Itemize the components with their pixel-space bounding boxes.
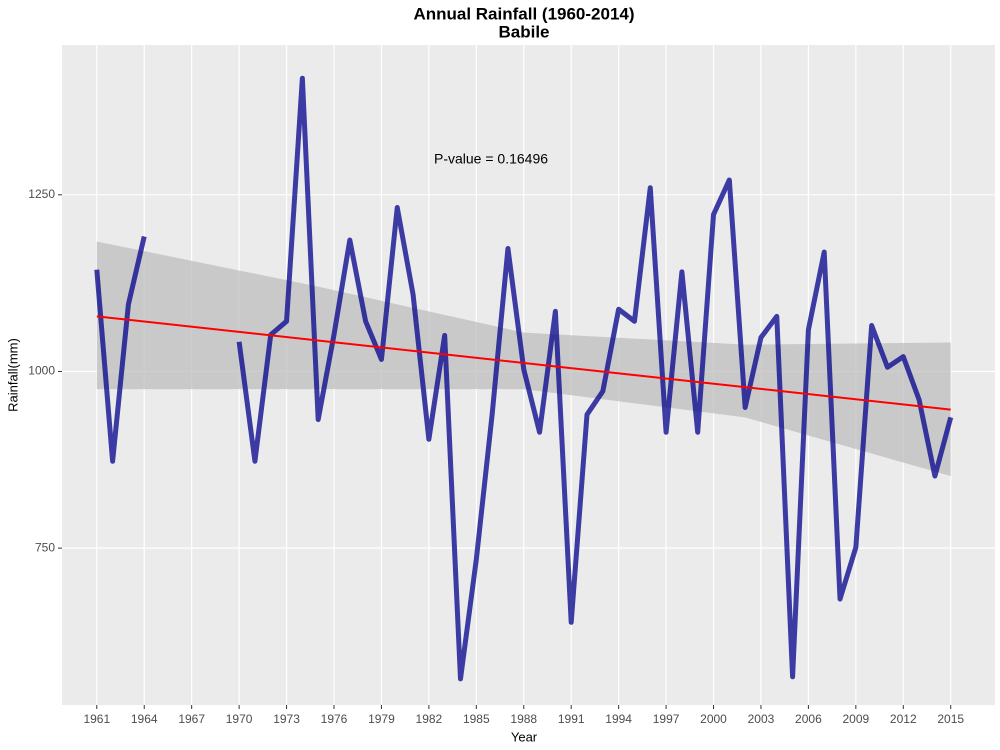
x-tick-label: 1964 <box>131 712 158 726</box>
x-tick-label: 2000 <box>700 712 727 726</box>
y-tick-label: 1250 <box>28 187 55 201</box>
x-tick-label: 1982 <box>416 712 443 726</box>
x-tick-label: 2009 <box>842 712 869 726</box>
y-tick-label: 1000 <box>28 364 55 378</box>
x-tick-label: 1997 <box>653 712 680 726</box>
annotation: P-value = 0.16496 <box>434 151 548 167</box>
y-axis-title: Rainfall(mm) <box>5 338 20 412</box>
x-tick-label: 1991 <box>558 712 585 726</box>
x-tick-label: 2012 <box>890 712 917 726</box>
x-tick-label: 2003 <box>748 712 775 726</box>
x-tick-label: 1967 <box>178 712 205 726</box>
x-tick-label: 1988 <box>510 712 537 726</box>
y-tick-label: 750 <box>35 540 55 554</box>
x-tick-label: 2015 <box>937 712 964 726</box>
x-axis-title: Year <box>511 729 538 744</box>
data-line <box>94 75 954 682</box>
trend-line <box>96 315 951 411</box>
x-tick-label: 1961 <box>83 712 110 726</box>
x-tick-label: 1970 <box>226 712 253 726</box>
chart-title: Annual Rainfall (1960-2014) <box>413 4 634 23</box>
chart-subtitle: Babile <box>498 22 549 41</box>
x-tick-label: 1973 <box>273 712 300 726</box>
x-tick-label: 2006 <box>795 712 822 726</box>
x-tick-label: 1979 <box>368 712 395 726</box>
x-tick-label: 1976 <box>321 712 348 726</box>
x-tick-label: 1985 <box>463 712 490 726</box>
x-tick-label: 1994 <box>605 712 632 726</box>
